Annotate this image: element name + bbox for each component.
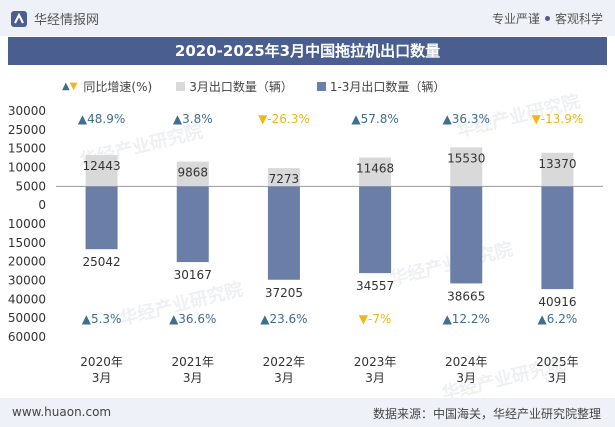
march-growth-label: ▼-13.9% xyxy=(532,112,584,126)
cumulative-bar xyxy=(541,186,574,290)
y-tick-label: 40000 xyxy=(8,292,46,306)
chart-title: 2020-2025年3月中国拖拉机出口数量 xyxy=(8,37,607,65)
y-tick-label: 25000 xyxy=(8,123,46,137)
cumulative-growth-label: ▲6.2% xyxy=(538,312,578,326)
legend-cumulative-swatch xyxy=(316,82,326,91)
y-tick-label: 60000 xyxy=(8,330,46,344)
legend-growth: ▲ ▼ 同比增速(%) xyxy=(62,78,152,95)
x-tick-label-month: 3月 xyxy=(548,371,568,385)
cumulative-bar xyxy=(359,186,392,274)
tagline-right: 客观科学 xyxy=(554,12,603,26)
triangle-up-icon: ▲ xyxy=(62,81,70,92)
march-bar xyxy=(359,157,392,187)
cumulative-value-label: 40916 xyxy=(538,295,576,309)
y-tick-label: 30000 xyxy=(8,274,46,288)
triangle-down-icon: ▼ xyxy=(69,81,78,92)
y-tick-label: 15000 xyxy=(8,236,46,250)
march-growth-label: ▲36.3% xyxy=(443,112,490,126)
march-value-label: 9868 xyxy=(177,166,208,180)
march-growth-label: ▲3.8% xyxy=(173,112,213,126)
march-growth-label: ▲57.8% xyxy=(351,112,398,126)
x-tick-label-year: 2022年 xyxy=(263,355,306,369)
y-tick-label: 20000 xyxy=(8,255,46,269)
brand[interactable]: 华经情报网 xyxy=(10,9,99,28)
legend-march-swatch xyxy=(176,82,186,91)
legend-march-label: 3月出口数量（辆） xyxy=(189,80,293,94)
march-value-label: 13370 xyxy=(538,157,576,171)
cumulative-growth-label: ▲23.6% xyxy=(260,312,307,326)
x-tick-label-year: 2025年 xyxy=(536,355,579,369)
y-tick-label: 5000 xyxy=(15,179,46,193)
y-tick-label: 0 xyxy=(38,198,46,212)
march-bar xyxy=(85,155,118,187)
march-bar xyxy=(541,152,574,187)
legend-cumulative: 1-3月出口数量（辆） xyxy=(316,78,446,95)
footer-bar: www.huaon.com 数据来源：中国海关，华经产业研究院整理 xyxy=(0,398,615,427)
y-tick-label: 15000 xyxy=(8,142,46,156)
legend-march: 3月出口数量（辆） xyxy=(176,78,293,95)
x-tick-label-month: 3月 xyxy=(92,371,112,385)
legend-cumulative-label: 1-3月出口数量（辆） xyxy=(329,80,446,94)
separator-dot-icon xyxy=(544,16,550,21)
x-tick-label-year: 2020年 xyxy=(80,355,123,369)
cumulative-growth-label: ▼-7% xyxy=(359,312,392,326)
y-tick-label: 10000 xyxy=(8,217,46,231)
march-value-label: 11468 xyxy=(356,162,394,176)
march-bar xyxy=(267,168,300,187)
brand-logo-icon xyxy=(11,10,27,27)
x-tick-label-month: 3月 xyxy=(365,371,385,385)
cumulative-bar xyxy=(176,186,209,263)
cumulative-value-label: 34557 xyxy=(356,279,394,293)
march-value-label: 12443 xyxy=(82,159,120,173)
footer-url[interactable]: www.huaon.com xyxy=(12,405,112,419)
cumulative-bar xyxy=(450,186,483,284)
x-tick-label-month: 3月 xyxy=(274,371,294,385)
data-source: 数据来源：中国海关，华经产业研究院整理 xyxy=(372,407,601,421)
y-tick-label: 50000 xyxy=(8,311,46,325)
x-tick-label-month: 3月 xyxy=(456,371,476,385)
cumulative-value-label: 25042 xyxy=(82,255,120,269)
brand-name: 华经情报网 xyxy=(34,13,100,28)
march-value-label: 15530 xyxy=(447,151,485,165)
header-bar: 华经情报网 专业严谨 客观科学 xyxy=(0,0,615,36)
cumulative-value-label: 38665 xyxy=(447,289,485,303)
cumulative-growth-label: ▲36.6% xyxy=(169,312,216,326)
cumulative-value-label: 37205 xyxy=(265,286,303,300)
cumulative-value-label: 30167 xyxy=(174,268,212,282)
tagline: 专业严谨 客观科学 xyxy=(492,10,603,27)
march-growth-label: ▲48.9% xyxy=(78,112,125,126)
y-tick-label: 10000 xyxy=(8,161,46,175)
x-tick-label-year: 2024年 xyxy=(445,355,488,369)
tagline-left: 专业严谨 xyxy=(491,12,540,26)
x-tick-label-month: 3月 xyxy=(183,371,203,385)
cumulative-growth-label: ▲12.2% xyxy=(443,312,490,326)
march-growth-label: ▼-26.3% xyxy=(258,112,310,126)
march-bar xyxy=(450,147,483,187)
cumulative-growth-label: ▲5.3% xyxy=(82,312,122,326)
march-value-label: 7273 xyxy=(269,172,300,186)
legend: ▲ ▼ 同比增速(%) 3月出口数量（辆） 1-3月出口数量（辆） xyxy=(62,78,469,95)
x-tick-label-year: 2021年 xyxy=(171,355,214,369)
y-tick-label: 30000 xyxy=(8,104,46,118)
march-bar xyxy=(176,161,209,187)
cumulative-bar xyxy=(85,186,118,250)
cumulative-bar xyxy=(267,186,300,280)
legend-growth-label: 同比增速(%) xyxy=(83,80,153,94)
x-tick-label-year: 2023年 xyxy=(354,355,397,369)
